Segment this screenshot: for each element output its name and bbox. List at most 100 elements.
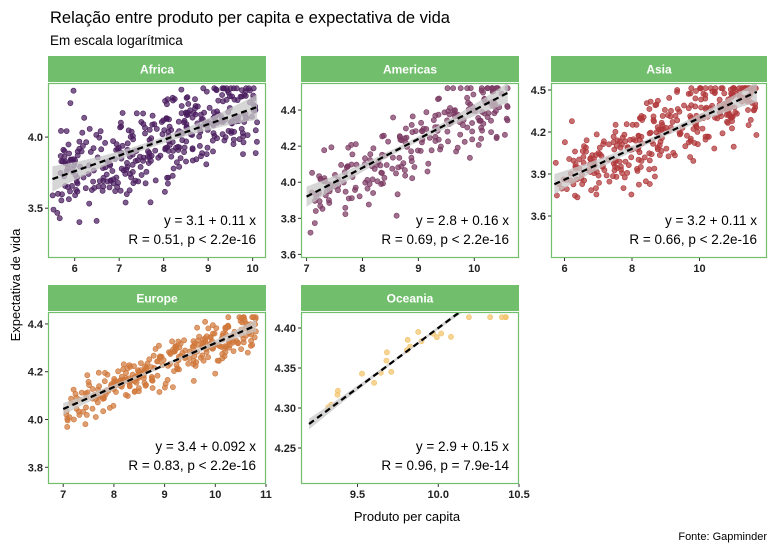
- regression-line: [553, 90, 758, 186]
- data-point: [596, 179, 602, 186]
- data-point: [316, 173, 322, 179]
- data-point: [161, 188, 168, 195]
- data-point: [729, 125, 735, 132]
- data-point: [634, 165, 640, 172]
- data-point: [307, 229, 314, 236]
- data-point: [200, 85, 207, 92]
- data-point: [225, 322, 231, 329]
- data-point: [146, 149, 153, 156]
- data-point: [150, 352, 157, 359]
- data-point: [169, 172, 176, 179]
- data-point: [685, 105, 692, 112]
- data-point: [114, 183, 120, 190]
- data-point: [643, 100, 650, 107]
- correlation-stats: R = 0.96, p = 7.9e-14: [381, 458, 509, 473]
- data-point: [166, 141, 173, 148]
- data-point: [687, 154, 693, 160]
- data-point: [395, 164, 402, 171]
- data-point: [552, 159, 559, 166]
- data-point: [119, 110, 126, 116]
- data-point: [66, 196, 72, 203]
- data-point: [614, 137, 621, 144]
- y-tick-label: 4.2: [28, 367, 43, 379]
- data-point: [101, 378, 108, 385]
- data-point: [174, 366, 181, 372]
- data-point: [117, 187, 124, 194]
- data-point: [666, 95, 673, 101]
- x-tick-label: 7: [60, 489, 66, 501]
- data-point: [342, 188, 349, 195]
- data-point: [149, 385, 156, 391]
- facet-panel-europe: Europe 7 8 9 10 11 3.8 4.0 4.2 4.4 y = 3.4 + 0.092…: [28, 285, 272, 501]
- data-point: [248, 337, 254, 344]
- data-point: [117, 124, 123, 131]
- correlation-stats: R = 0.83, p < 2.2e-16: [128, 458, 256, 473]
- data-point: [197, 111, 204, 118]
- data-point: [133, 110, 140, 117]
- data-point: [617, 144, 624, 151]
- data-point: [423, 109, 430, 116]
- data-point: [123, 391, 129, 398]
- data-point: [370, 145, 377, 152]
- data-point: [652, 173, 658, 180]
- data-point: [603, 172, 610, 179]
- data-point: [464, 85, 471, 92]
- data-point: [192, 103, 199, 109]
- data-point: [635, 132, 642, 139]
- data-point: [745, 107, 751, 113]
- data-point: [699, 125, 706, 132]
- data-point: [241, 92, 248, 98]
- data-point: [643, 178, 649, 185]
- data-point: [226, 342, 233, 349]
- data-point: [185, 360, 192, 367]
- data-point: [469, 136, 476, 143]
- data-point: [466, 154, 473, 161]
- data-point: [110, 138, 116, 144]
- data-point: [595, 172, 602, 179]
- data-point: [404, 336, 411, 343]
- data-point: [138, 172, 145, 178]
- data-point: [621, 174, 628, 181]
- y-tick-label: 3.9: [531, 169, 546, 181]
- data-point: [469, 120, 475, 126]
- data-point: [437, 146, 443, 153]
- facet-strip: [301, 285, 519, 311]
- data-point: [452, 107, 458, 114]
- x-tick-label: 11: [260, 489, 272, 501]
- data-point: [651, 118, 657, 125]
- data-point: [175, 118, 182, 125]
- data-point: [432, 133, 439, 140]
- data-point: [142, 130, 148, 137]
- data-point: [181, 337, 187, 344]
- regression-equation: y = 2.9 + 0.15 x: [416, 439, 509, 454]
- data-point: [381, 174, 388, 181]
- data-point: [646, 181, 653, 187]
- x-tick-label: 10: [693, 263, 705, 275]
- data-point: [98, 146, 105, 153]
- data-point: [238, 346, 244, 352]
- data-point: [93, 131, 100, 138]
- data-point: [385, 138, 391, 145]
- data-point: [716, 96, 723, 103]
- data-point: [703, 104, 710, 111]
- data-point: [659, 113, 666, 119]
- y-tick-label: 4.4: [28, 319, 44, 331]
- data-point: [415, 328, 422, 335]
- data-point: [343, 164, 350, 171]
- data-point: [244, 349, 251, 356]
- data-point: [491, 110, 498, 117]
- data-point: [338, 161, 344, 168]
- data-point: [149, 377, 156, 384]
- data-point: [176, 163, 183, 170]
- data-point: [152, 147, 159, 154]
- data-point: [203, 151, 210, 157]
- data-point: [250, 85, 257, 92]
- correlation-stats: R = 0.51, p < 2.2e-16: [128, 232, 256, 247]
- data-point: [674, 89, 680, 95]
- data-point: [409, 129, 416, 135]
- data-point: [408, 122, 415, 128]
- x-axis-title: Produto per capita: [354, 509, 461, 524]
- data-point: [390, 114, 396, 121]
- data-point: [154, 358, 160, 365]
- data-point: [253, 138, 260, 145]
